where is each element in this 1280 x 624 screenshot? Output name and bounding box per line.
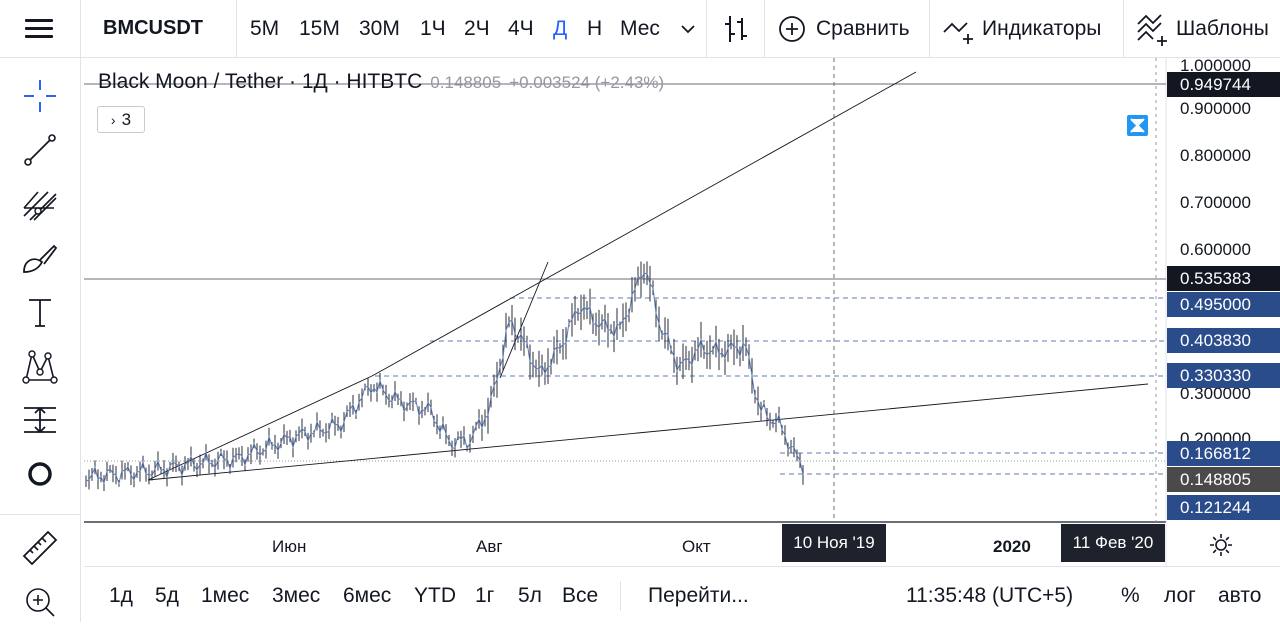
zoom-in-icon[interactable] [18,580,62,624]
trend-line [371,71,917,377]
interval-30m[interactable]: 30М [359,16,400,40]
legend-title: Black Moon / Tether · 1Д · HITBTC [98,70,423,93]
divider [0,514,80,515]
interval-week[interactable]: Н [587,16,603,40]
price-tick: 0.300000 [1180,384,1251,403]
price-chart[interactable] [84,58,1280,566]
time-tick: Июн [272,537,307,556]
time-tick: Авг [476,537,503,556]
bar-style-icon[interactable] [722,0,750,57]
price-tick: 0.800000 [1180,146,1251,165]
crosshair-icon[interactable] [18,74,62,118]
trend-line-icon[interactable] [18,128,62,172]
time-tick: Окт [682,537,711,556]
moving-average-line [85,272,804,486]
top-toolbar: BMCUSDT 5М 15М 30М 1Ч 2Ч 4Ч Д Н Мес Срав… [0,0,1280,58]
legend-price: 0.148805 [430,73,502,92]
indicators-button[interactable]: Индикаторы [942,0,1101,57]
price-label: 0.535383 [1167,266,1280,291]
percent-scale-button[interactable]: % [1121,584,1140,607]
fib-levels [375,297,1166,475]
indicators-label: Индикаторы [982,16,1102,40]
compare-button[interactable]: Сравнить [778,0,910,57]
price-label: 0.495000 [1167,292,1280,317]
templates-label: Шаблоны [1176,16,1269,40]
range-5y[interactable]: 5л [518,584,542,607]
indicators-icon [943,21,973,44]
price-label: 0.949744 [1167,72,1280,97]
price-tick: 1.000000 [1180,56,1251,75]
divider [620,581,621,611]
scroll-to-latest-button[interactable] [1127,115,1148,136]
menu-icon[interactable] [25,0,53,57]
range-3m[interactable]: 3мес [272,584,321,607]
price-label: 0.403830 [1167,328,1280,353]
chart-settings-gear-icon[interactable] [1208,532,1234,562]
bottom-toolbar: 1д 5д 1мес 3мес 6мес YTD 1г 5л Все Перей… [84,566,1280,623]
price-label: 0.121244 [1167,495,1280,520]
interval-day[interactable]: Д [553,16,568,40]
price-label: 0.330330 [1167,363,1280,388]
legend-change: +0.003524 (+2.43%) [509,73,665,92]
range-6m[interactable]: 6мес [343,584,392,607]
range-1y[interactable]: 1г [475,584,495,607]
indicators-count: 3 [121,109,132,129]
price-tick: 0.700000 [1180,193,1251,212]
range-1m[interactable]: 1мес [201,584,250,607]
auto-scale-button[interactable]: авто [1218,584,1262,607]
range-1d[interactable]: 1д [109,584,133,607]
clock-timezone[interactable]: 11:35:48 (UTC+5) [906,584,1074,607]
drawing-toolbar [0,58,81,622]
chevron-right-icon: › [110,111,116,128]
brush-icon[interactable] [18,236,62,280]
interval-5m[interactable]: 5М [250,16,280,40]
interval-15m[interactable]: 15М [299,16,340,40]
templates-button[interactable]: Шаблоны [1136,0,1269,57]
price-tick: 0.600000 [1180,240,1251,259]
log-scale-button[interactable]: лог [1164,584,1196,607]
interval-2h[interactable]: 2Ч [464,16,490,40]
pitchfork-icon[interactable] [18,182,62,226]
compare-label: Сравнить [816,16,910,40]
pattern-icon[interactable] [18,344,62,388]
price-tick: 0.900000 [1180,99,1251,118]
price-label: 0.166812 [1167,441,1280,466]
goto-date-button[interactable]: Перейти... [648,584,749,607]
price-bars [85,261,804,492]
ruler-icon[interactable] [18,526,62,570]
interval-1h[interactable]: 1Ч [420,16,446,40]
symbol-search-button[interactable]: BMCUSDT [103,17,203,39]
divider [236,0,237,57]
trend-line [147,383,1149,481]
interval-4h[interactable]: 4Ч [508,16,534,40]
interval-dropdown-icon[interactable] [680,0,696,57]
indicators-toggle-button[interactable]: › 3 [97,106,145,133]
range-all[interactable]: Все [562,584,599,607]
plus-circle-icon [779,15,805,42]
last-price-label: 0.148805 [1167,467,1280,492]
crosshair-date-label: 10 Ноя '19 [782,524,886,562]
chart-legend[interactable]: Black Moon / Tether · 1Д · HITBTC 0.14880… [98,70,664,94]
divider [764,0,765,57]
measure-icon[interactable] [18,398,62,442]
divider [929,0,930,57]
year-tick: 2020 [993,537,1031,556]
circle-icon[interactable] [18,452,62,496]
templates-icon [1137,13,1167,46]
interval-month[interactable]: Мес [620,16,660,40]
range-5d[interactable]: 5д [155,584,179,607]
divider [706,0,707,57]
range-ytd[interactable]: YTD [414,584,456,607]
range-end-date-label: 11 Фев '20 [1061,524,1165,562]
divider [1123,0,1124,57]
trend-line [499,261,549,379]
text-icon[interactable] [18,290,62,334]
divider [80,0,81,57]
